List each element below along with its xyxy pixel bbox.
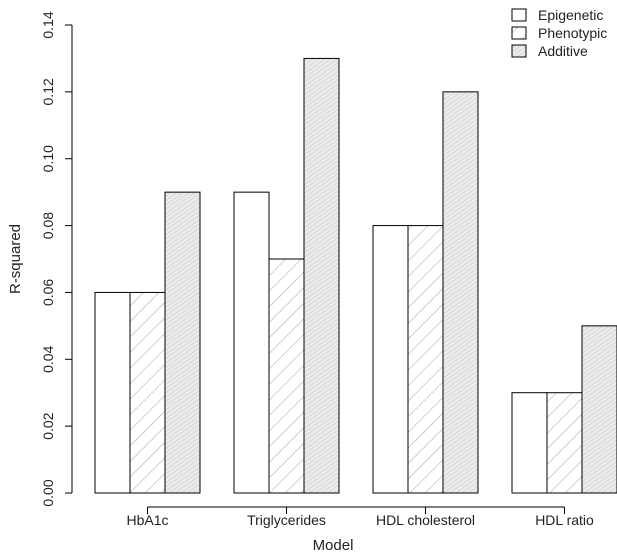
y-tick-label: 0.10: [40, 145, 56, 172]
bar-epigenetic-hdl-ratio: [511, 392, 548, 494]
legend-swatch-phenotypic: [511, 26, 527, 40]
bar-additive-hba1c: [164, 191, 201, 494]
bar-additive-hdl-ratio: [581, 325, 617, 494]
y-tick-label: 0.14: [40, 11, 56, 38]
bar-additive-hdl-cholesterol: [442, 91, 479, 494]
legend-swatch-epigenetic: [511, 8, 527, 22]
legend-label-epigenetic: Epigenetic: [538, 7, 603, 23]
y-tick-label: 0.06: [40, 279, 56, 306]
x-axis-title: Model: [313, 537, 354, 553]
x-tick-label: HDL cholesterol: [376, 512, 475, 528]
x-tick-label: HbA1c: [126, 512, 168, 528]
y-tick-label: 0.04: [40, 345, 56, 372]
legend: Epigenetic Phenotypic Additive: [511, 7, 607, 59]
y-tick-label: 0.00: [40, 479, 56, 506]
legend-swatch-additive: [511, 44, 527, 58]
bar-epigenetic-hdl-cholesterol: [372, 225, 409, 494]
bars: [94, 57, 617, 494]
y-axis-title: R-squared: [7, 224, 24, 294]
bar-phenotypic-hdl-ratio: [546, 392, 583, 494]
bar-phenotypic-hba1c: [129, 291, 166, 494]
axes: 0.00 0.02 0.04 0.06 0.08 0.10 0.12 0.14 R-square…: [7, 11, 594, 553]
bar-additive-triglycerides: [303, 57, 340, 494]
bar-phenotypic-hdl-cholesterol: [407, 225, 444, 494]
x-tick-label: HDL ratio: [535, 512, 594, 528]
legend-label-phenotypic: Phenotypic: [538, 25, 607, 41]
bar-epigenetic-triglycerides: [233, 191, 270, 494]
x-tick-label: Triglycerides: [247, 512, 326, 528]
y-tick-label: 0.08: [40, 212, 56, 239]
legend-label-additive: Additive: [538, 43, 588, 59]
bar-epigenetic-hba1c: [94, 291, 131, 494]
bar-phenotypic-triglycerides: [268, 258, 305, 494]
y-tick-label: 0.02: [40, 412, 56, 439]
y-tick-label: 0.12: [40, 78, 56, 105]
